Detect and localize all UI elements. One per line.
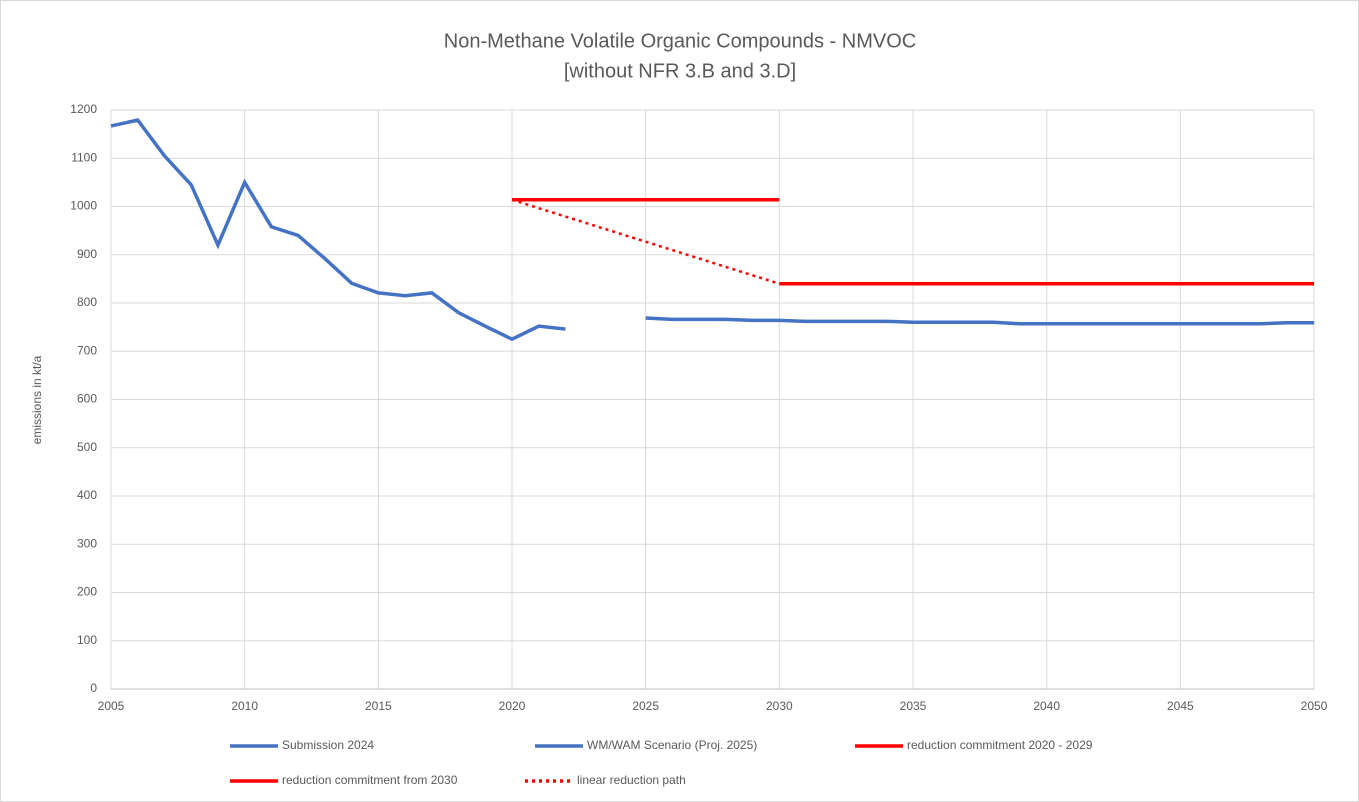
y-tick-label: 800	[77, 295, 97, 309]
y-tick-label: 300	[77, 536, 97, 550]
y-tick-label: 500	[77, 440, 97, 454]
legend-label: WM/WAM Scenario (Proj. 2025)	[587, 738, 757, 752]
x-tick-label: 2030	[766, 699, 793, 713]
x-tick-label: 2050	[1301, 699, 1328, 713]
x-tick-label: 2010	[231, 699, 258, 713]
y-tick-label: 900	[77, 247, 97, 261]
series-line	[110, 118, 566, 342]
y-tick-label: 1000	[70, 199, 97, 213]
x-tick-label: 2040	[1033, 699, 1060, 713]
x-tick-label: 2020	[499, 699, 526, 713]
y-axis-label: emissions in kt/a	[30, 355, 44, 444]
chart-subtitle: [without NFR 3.B and 3.D]	[564, 60, 796, 82]
legend-label: linear reduction path	[577, 773, 686, 787]
y-tick-label: 0	[90, 681, 97, 695]
y-tick-label: 100	[77, 633, 97, 647]
y-tick-label: 600	[77, 392, 97, 406]
legend-label: reduction commitment from 2030	[282, 773, 458, 787]
x-tick-label: 2005	[98, 699, 125, 713]
series-line	[511, 198, 780, 285]
x-tick-label: 2035	[900, 699, 927, 713]
legend-label: Submission 2024	[282, 738, 374, 752]
legend-label: reduction commitment 2020 - 2029	[907, 738, 1093, 752]
y-tick-label: 1200	[70, 102, 97, 116]
y-tick-label: 700	[77, 343, 97, 357]
chart-title: Non-Methane Volatile Organic Compounds -…	[444, 30, 916, 52]
y-tick-label: 200	[77, 585, 97, 599]
x-tick-label: 2045	[1167, 699, 1194, 713]
y-tick-label: 1100	[71, 150, 97, 164]
x-tick-label: 2015	[365, 699, 392, 713]
y-tick-label: 400	[77, 488, 97, 502]
x-tick-label: 2025	[632, 699, 659, 713]
series-line	[645, 316, 1314, 326]
